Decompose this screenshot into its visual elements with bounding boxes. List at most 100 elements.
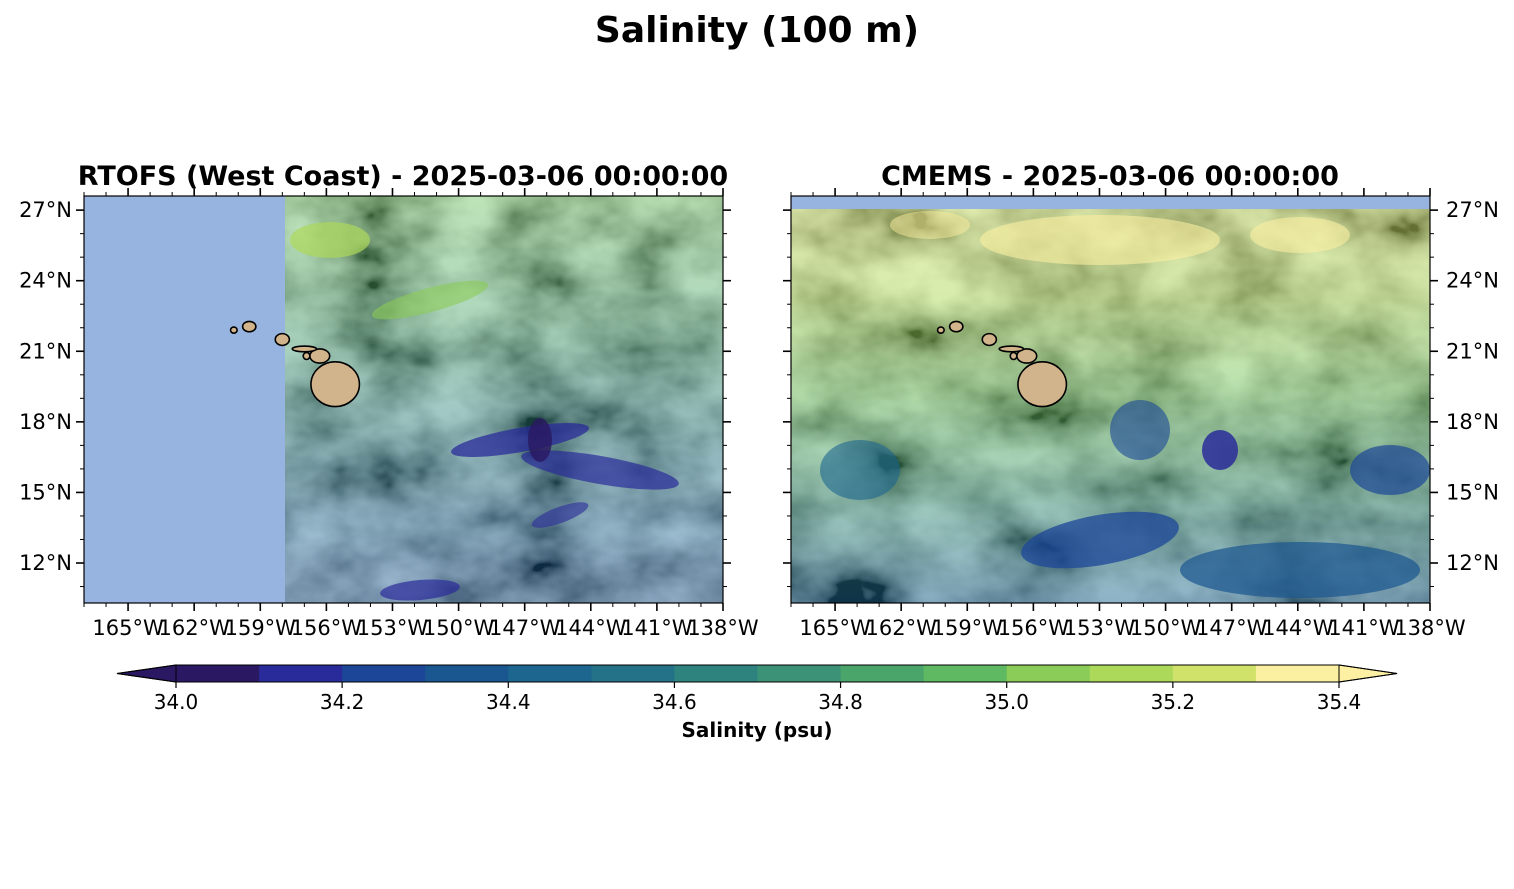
colorbar-tick-label: 34.4 [486,690,531,714]
colorbar-swatch [674,665,758,682]
salinity-feature [290,222,370,258]
island-lanai [1009,351,1018,361]
colorbar-tick-label: 35.4 [1317,690,1362,714]
colorbar-extend-under [116,664,177,683]
colorbar-swatch [508,665,592,682]
island-molokai [291,345,318,353]
y-tick-label: 15°N [19,480,72,504]
island-niihau [229,326,238,334]
x-tick-label: 150°W [1130,616,1202,640]
x-tick-label: 144°W [1262,616,1334,640]
colorbar-swatch [176,665,260,682]
island-lanai [302,351,311,361]
axis-ticks-cmems: 165°W162°W159°W156°W153°W150°W147°W144°W… [783,188,1499,640]
panel-cmems: CMEMS - 2025-03-06 00:00:00 165°W162°W15… [783,161,1499,640]
salinity-feature [521,450,679,490]
y-tick-label: 24°N [19,269,72,293]
y-tick-label: 27°N [1446,198,1499,222]
salinity-feature [531,502,589,528]
colorbar-tick-label: 35.2 [1151,690,1196,714]
colorbar-swatches [116,664,1398,683]
x-tick-label: 147°W [1196,616,1268,640]
colorbar-swatch [591,665,675,682]
y-tick-label: 12°N [1446,551,1499,575]
salinity-feature [451,423,589,457]
salinity-feature [1202,430,1238,470]
low-salinity-features [820,211,1430,598]
no-data-region [791,196,1430,209]
island-molokai [998,345,1025,353]
panel-title-cmems: CMEMS - 2025-03-06 00:00:00 [881,161,1339,192]
islands [936,320,1068,408]
axes-frame-cmems [790,195,1431,604]
x-tick-label: 156°W [291,616,363,640]
x-tick-label: 156°W [998,616,1070,640]
colorbar-swatch [1089,665,1174,682]
colorbar-extend-over [1338,664,1398,683]
axis-ticks-rtofs: 165°W162°W159°W156°W153°W150°W147°W144°W… [19,188,759,640]
figure-title: Salinity (100 m) [595,10,919,51]
salinity-feature [380,579,460,601]
island-niihau [936,326,945,334]
island-kauai [948,320,964,333]
islands [229,320,361,408]
panel-title-rtofs: RTOFS (West Coast) - 2025-03-06 00:00:00 [78,161,728,192]
y-tick-label: 12°N [19,551,72,575]
y-tick-label: 18°N [1446,410,1499,434]
y-tick-label: 24°N [1446,269,1499,293]
salinity-eddies [285,196,723,603]
island-hawaii [1017,361,1068,408]
colorbar-swatch [1006,665,1091,682]
salinity-feature [890,211,970,239]
salinity-feature [1250,217,1350,253]
colorbar-swatch [1255,665,1340,682]
salinity-feature [371,280,489,320]
colorbar-swatch [757,665,842,682]
island-kauai [241,320,257,333]
colorbar-tick-label: 34.8 [818,690,863,714]
y-tick-label: 18°N [19,410,72,434]
colorbar-label: Salinity (psu) [681,718,832,742]
salinity-feature [980,215,1220,265]
y-tick-label: 21°N [1446,339,1499,363]
panel-rtofs: RTOFS (West Coast) - 2025-03-06 00:00:00… [19,161,759,640]
colorbar-ticks: 34.0 34.2 34.4 34.6 34.8 35.0 35.2 35.4 [154,682,1362,714]
salinity-feature [1180,542,1420,598]
x-tick-label: 153°W [1064,616,1136,640]
colorbar-swatch [342,665,426,682]
y-tick-label: 15°N [1446,480,1499,504]
x-tick-label: 165°W [799,616,871,640]
x-tick-label: 153°W [357,616,429,640]
no-data-region [84,196,285,603]
colorbar-swatch [840,665,925,682]
x-tick-label: 141°W [1328,616,1400,640]
island-oahu [981,332,998,347]
x-tick-label: 162°W [158,616,230,640]
low-salinity-features [290,222,679,601]
x-tick-label: 144°W [555,616,627,640]
x-tick-label: 159°W [225,616,297,640]
axes-frame-rtofs [83,195,724,604]
cmems-field [791,196,1430,603]
island-hawaii [310,361,361,408]
colorbar-tick-label: 34.6 [652,690,697,714]
salinity-feature [528,418,552,462]
colorbar: 34.0 34.2 34.4 34.6 34.8 35.0 35.2 35.4 Salinit… [116,664,1398,742]
x-tick-label: 138°W [1394,616,1466,640]
colorbar-swatch [425,665,509,682]
x-tick-label: 159°W [932,616,1004,640]
island-oahu [274,332,291,347]
salinity-feature [820,440,900,500]
x-tick-label: 138°W [687,616,759,640]
colorbar-tick-label: 34.2 [320,690,365,714]
colorbar-swatch [923,665,1008,682]
x-tick-label: 141°W [621,616,693,640]
colorbar-swatch [1172,665,1257,682]
y-tick-label: 27°N [19,198,72,222]
x-tick-label: 162°W [865,616,937,640]
x-tick-label: 147°W [489,616,561,640]
colorbar-swatch [259,665,343,682]
salinity-feature [1350,445,1430,495]
rtofs-field [84,196,723,603]
